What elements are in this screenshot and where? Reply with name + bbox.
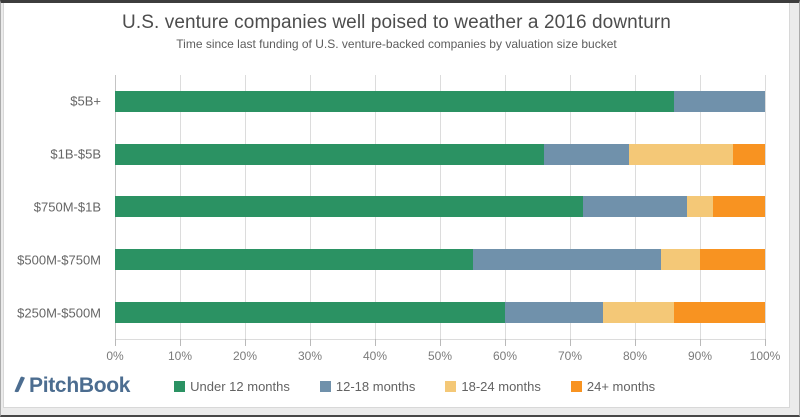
x-tick-label: 90% (687, 349, 713, 363)
x-tick-label: 70% (557, 349, 583, 363)
bar-row-1b-5b (115, 128, 765, 181)
footer: PitchBook Under 12 months 12-18 months 18-… (12, 368, 783, 404)
bar-segment-24-months (700, 249, 765, 271)
legend-label: 18-24 months (461, 378, 541, 394)
x-tick (310, 339, 311, 346)
pitchbook-logo-text: PitchBook (29, 374, 131, 397)
x-tick (700, 339, 701, 346)
bar-row-250m-500m (115, 286, 765, 339)
y-axis: $5B+ $1B-$5B $750M-$1B $500M-$750M $250M-$50… (7, 75, 107, 339)
bar-row-5b (115, 75, 765, 128)
pitchbook-flag-icon (12, 374, 27, 399)
legend-swatch-24-months (570, 380, 582, 392)
legend-swatch-under-12-months (174, 380, 186, 392)
stacked-bar (115, 302, 765, 324)
x-tick-label: 30% (297, 349, 323, 363)
bar-segment-12-18-months (674, 90, 765, 112)
stacked-bar (115, 249, 765, 271)
x-tick-label: 80% (622, 349, 648, 363)
stacked-bar (115, 143, 765, 165)
gridline-100 (765, 75, 766, 339)
bar-segment-under-12-months (115, 249, 473, 271)
legend-swatch-12-18-months (319, 380, 331, 392)
x-tick (115, 339, 116, 346)
bar-segment-12-18-months (472, 249, 661, 271)
x-tick (765, 339, 766, 346)
bar-segment-18-24-months (602, 302, 674, 324)
x-axis: 0% 10% 20% 30% 40% 50% 60% 70% 80% 90% 100% (106, 339, 780, 365)
legend-label: 24+ months (586, 378, 656, 394)
plot-area (115, 75, 766, 339)
legend-label: 12-18 months (335, 378, 416, 394)
x-tick-label: 50% (427, 349, 453, 363)
bar-segment-18-24-months (687, 196, 713, 218)
x-tick (180, 339, 181, 346)
bar-segment-18-24-months (628, 143, 733, 165)
x-tick (635, 339, 636, 346)
x-tick-label: 60% (492, 349, 518, 363)
x-tick (505, 339, 506, 346)
x-tick (245, 339, 246, 346)
legend-item-18-24-months: 18-24 months (445, 379, 541, 394)
legend-label: Under 12 months (190, 378, 290, 394)
bar-segment-24-months (674, 302, 765, 324)
bar-rows-layer (115, 75, 765, 339)
chart-subtitle: Time since last funding of U.S. venture-… (176, 37, 617, 51)
bar-segment-12-18-months (583, 196, 687, 218)
legend: Under 12 months 12-18 months 18-24 months 2… (174, 379, 655, 394)
x-tick-label: 10% (167, 349, 193, 363)
legend-swatch-18-24-months (445, 380, 457, 392)
x-tick-label: 0% (106, 349, 124, 363)
y-axis-label: $750M-$1B (33, 199, 101, 215)
legend-item-under-12-months: Under 12 months (174, 379, 290, 394)
chart-card: U.S. venture companies well poised to we… (3, 3, 790, 408)
y-axis-label: $250M-$500M (17, 305, 101, 321)
y-axis-label: $5B+ (70, 93, 101, 109)
bar-segment-under-12-months (115, 302, 505, 324)
bar-segment-24-months (713, 196, 765, 218)
stacked-bar (115, 90, 765, 112)
bar-segment-24-months (732, 143, 765, 165)
bar-row-500m-750m (115, 233, 765, 286)
x-tick-label: 20% (232, 349, 258, 363)
bar-segment-under-12-months (115, 90, 674, 112)
x-tick-label: 40% (362, 349, 388, 363)
bar-segment-12-18-months (505, 302, 603, 324)
legend-item-24-months: 24+ months (570, 378, 656, 394)
y-axis-label: $500M-$750M (17, 252, 101, 268)
y-axis-label: $1B-$5B (50, 146, 101, 162)
x-tick (375, 339, 376, 346)
x-tick (440, 339, 441, 346)
bar-row-750m-1b (115, 181, 765, 234)
pitchbook-logo: PitchBook (12, 374, 130, 399)
stacked-bar (115, 196, 765, 218)
bar-segment-18-24-months (661, 249, 700, 271)
legend-item-12-18-months: 12-18 months (319, 378, 416, 394)
chart-title: U.S. venture companies well poised to we… (122, 12, 671, 33)
bar-segment-under-12-months (115, 143, 544, 165)
bar-segment-12-18-months (544, 143, 629, 165)
x-tick (570, 339, 571, 346)
bar-segment-under-12-months (115, 196, 583, 218)
x-tick-label: 100% (749, 349, 781, 363)
